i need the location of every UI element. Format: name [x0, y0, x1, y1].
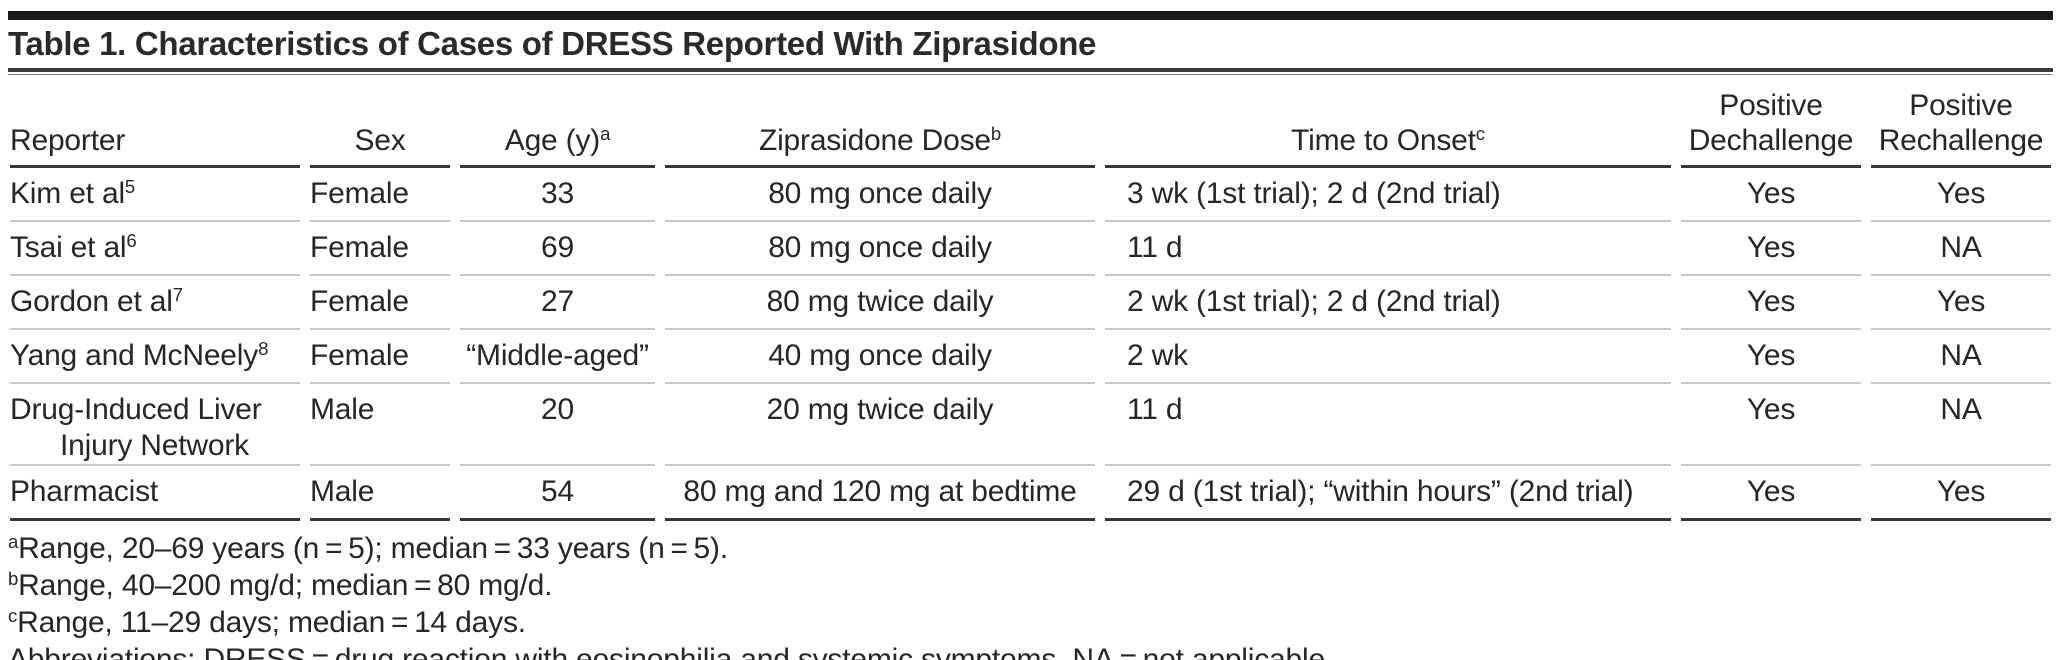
- header-footnote-marker: c: [1475, 122, 1485, 144]
- reporter-name: Yang and McNeely: [10, 339, 259, 372]
- column-header-dechallenge: Positive Dechallenge: [1681, 75, 1861, 168]
- cell-sex: Female: [310, 330, 450, 384]
- cell-rechallenge: Yes: [1871, 466, 2051, 521]
- cell-rechallenge: Yes: [1871, 276, 2051, 330]
- footnote-text: Range, 20–69 years (n = 5); median = 33 …: [18, 532, 728, 565]
- cell-onset: 2 wk: [1105, 330, 1671, 384]
- table-row: Pharmacist Male 54 80 mg and 120 mg at b…: [10, 466, 2051, 521]
- header-footnote-marker: b: [990, 122, 1002, 144]
- cell-reporter: Tsai et al6: [10, 222, 300, 276]
- cell-age: 27: [460, 276, 655, 330]
- cell-sex: Female: [310, 276, 450, 330]
- cell-reporter: Gordon et al7: [10, 276, 300, 330]
- cell-onset: 11 d: [1105, 384, 1671, 466]
- cell-onset: 2 wk (1st trial); 2 d (2nd trial): [1105, 276, 1671, 330]
- column-header-rechallenge: Positive Rechallenge: [1871, 75, 2051, 168]
- table-row: Tsai et al6 Female 69 80 mg once daily 1…: [10, 222, 2051, 276]
- cell-age: “Middle-aged”: [460, 330, 655, 384]
- header-footnote-marker: a: [600, 122, 611, 144]
- table-title: Table 1. Characteristics of Cases of DRE…: [8, 25, 1097, 62]
- column-header-reporter: Reporter: [10, 75, 300, 168]
- cell-dose: 40 mg once daily: [665, 330, 1095, 384]
- footnote-c: cRange, 11–29 days; median = 14 days.: [8, 604, 2053, 641]
- cell-reporter: Yang and McNeely8: [10, 330, 300, 384]
- cell-age: 33: [460, 168, 655, 222]
- cell-reporter: Drug-Induced Liver Injury Network: [10, 384, 300, 466]
- table-row: Yang and McNeely8 Female “Middle-aged” 4…: [10, 330, 2051, 384]
- table-row: Gordon et al7 Female 27 80 mg twice dail…: [10, 276, 2051, 330]
- header-label: Reporter: [10, 124, 126, 157]
- footnote-text: Range, 40–200 mg/d; median = 80 mg/d.: [18, 569, 553, 602]
- footnote-marker: a: [8, 530, 19, 552]
- cell-sex: Male: [310, 466, 450, 521]
- reporter-name: Kim et al: [10, 177, 125, 210]
- cell-dechallenge: Yes: [1681, 168, 1861, 222]
- cell-rechallenge: NA: [1871, 330, 2051, 384]
- cell-sex: Female: [310, 222, 450, 276]
- cell-rechallenge: NA: [1871, 384, 2051, 466]
- header-label: Positive Rechallenge: [1878, 89, 2044, 157]
- cell-reporter: Kim et al5: [10, 168, 300, 222]
- footnote-a: aRange, 20–69 years (n = 5); median = 33…: [8, 530, 2053, 567]
- header-label: Time to Onset: [1291, 124, 1476, 157]
- column-header-age: Age (y)a: [460, 75, 655, 168]
- header-label: Positive Dechallenge: [1688, 89, 1854, 157]
- cell-age: 54: [460, 466, 655, 521]
- cell-onset: 3 wk (1st trial); 2 d (2nd trial): [1105, 168, 1671, 222]
- cell-dechallenge: Yes: [1681, 276, 1861, 330]
- reporter-name: Tsai et al: [10, 231, 127, 264]
- cell-dose: 80 mg and 120 mg at bedtime: [665, 466, 1095, 521]
- column-header-sex: Sex: [310, 75, 450, 168]
- footnote-text: Range, 11–29 days; median = 14 days.: [17, 606, 526, 639]
- reporter-name: Pharmacist: [10, 475, 159, 508]
- header-label: Ziprasidone Dose: [758, 124, 991, 157]
- table-row: Drug-Induced Liver Injury Network Male 2…: [10, 384, 2051, 466]
- table-row: Kim et al5 Female 33 80 mg once daily 3 …: [10, 168, 2051, 222]
- reporter-name: Drug-Induced Liver Injury Network: [10, 393, 262, 462]
- cell-dechallenge: Yes: [1681, 384, 1861, 466]
- table-top-bar: [8, 11, 2053, 20]
- cell-sex: Male: [310, 384, 450, 466]
- footnote-text: Abbreviations: DRESS = drug reaction wit…: [8, 643, 1334, 660]
- table-footnotes: aRange, 20–69 years (n = 5); median = 33…: [8, 530, 2053, 660]
- cell-age: 20: [460, 384, 655, 466]
- footnote-marker: c: [8, 604, 18, 626]
- reference-marker: 5: [124, 175, 136, 197]
- footnote-b: bRange, 40–200 mg/d; median = 80 mg/d.: [8, 567, 2053, 604]
- cell-dechallenge: Yes: [1681, 222, 1861, 276]
- footnote-abbreviations: Abbreviations: DRESS = drug reaction wit…: [8, 641, 2053, 660]
- cell-reporter: Pharmacist: [10, 466, 300, 521]
- cell-dechallenge: Yes: [1681, 330, 1861, 384]
- title-double-rule: [8, 68, 2053, 75]
- cell-rechallenge: Yes: [1871, 168, 2051, 222]
- cell-rechallenge: NA: [1871, 222, 2051, 276]
- cell-onset: 29 d (1st trial); “within hours” (2nd tr…: [1105, 466, 1671, 521]
- header-row: Reporter Sex Age (y)a Ziprasidone Doseb …: [10, 75, 2051, 168]
- header-label: Sex: [354, 124, 406, 157]
- reference-marker: 7: [172, 283, 183, 305]
- reference-marker: 8: [258, 337, 269, 359]
- cell-dose: 20 mg twice daily: [665, 384, 1095, 466]
- cell-sex: Female: [310, 168, 450, 222]
- cell-onset: 11 d: [1105, 222, 1671, 276]
- reference-marker: 6: [126, 229, 137, 251]
- column-header-onset: Time to Onsetc: [1105, 75, 1671, 168]
- cell-dose: 80 mg once daily: [665, 222, 1095, 276]
- column-header-dose: Ziprasidone Doseb: [665, 75, 1095, 168]
- cell-dose: 80 mg twice daily: [665, 276, 1095, 330]
- cell-dose: 80 mg once daily: [665, 168, 1095, 222]
- footnote-marker: b: [8, 567, 19, 589]
- reporter-name: Gordon et al: [10, 285, 173, 318]
- cell-age: 69: [460, 222, 655, 276]
- dress-cases-table: Reporter Sex Age (y)a Ziprasidone Doseb …: [0, 75, 2061, 521]
- cell-dechallenge: Yes: [1681, 466, 1861, 521]
- header-label: Age (y): [504, 124, 601, 157]
